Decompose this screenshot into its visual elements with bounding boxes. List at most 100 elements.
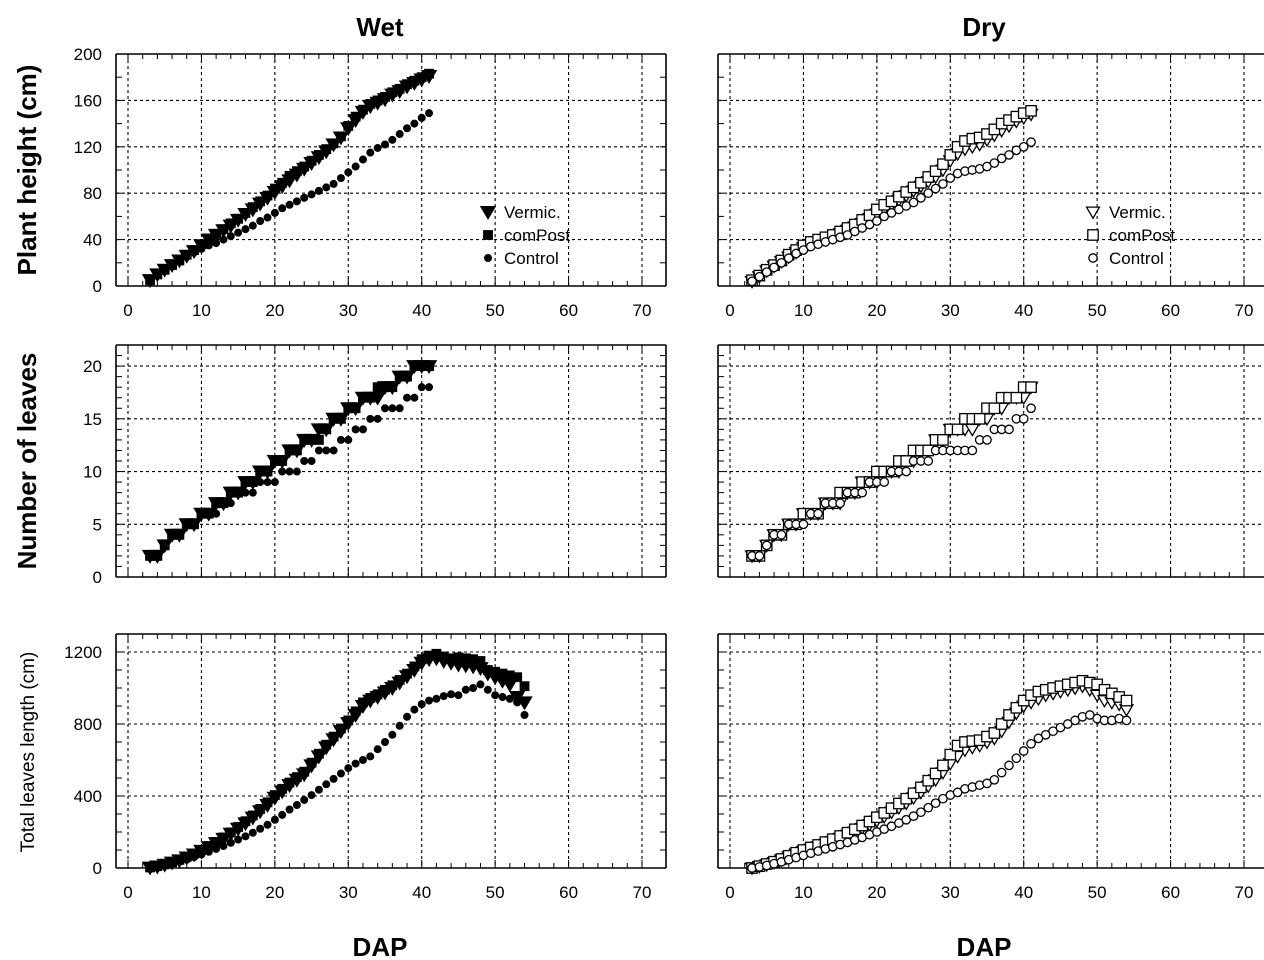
data-point bbox=[322, 446, 331, 455]
panel-wet-plant-height: 0 10 20 30 40 50 60 70 0 40 80 120 160 200 Vermic. comP… bbox=[74, 45, 667, 320]
data-point bbox=[923, 188, 934, 199]
data-point bbox=[263, 478, 272, 487]
data-point bbox=[519, 681, 530, 692]
data-point bbox=[366, 414, 375, 423]
data-point bbox=[520, 711, 529, 720]
data-point bbox=[754, 271, 765, 282]
x-tick-label: 70 bbox=[633, 883, 652, 902]
x-tick-label: 20 bbox=[867, 883, 886, 902]
data-point bbox=[358, 756, 367, 765]
data-point bbox=[937, 434, 949, 446]
panel-wet-number-of-leaves: 0 5 10 15 20 bbox=[83, 344, 667, 587]
data-point bbox=[329, 179, 338, 188]
data-point bbox=[344, 435, 353, 444]
data-point bbox=[336, 174, 345, 183]
x-tick-label: 0 bbox=[123, 301, 132, 320]
data-point bbox=[270, 815, 279, 824]
data-point bbox=[1011, 753, 1022, 764]
data-point bbox=[321, 739, 332, 750]
data-point bbox=[1026, 137, 1036, 148]
data-point bbox=[292, 801, 301, 810]
data-point bbox=[285, 200, 294, 209]
data-point bbox=[373, 414, 382, 423]
y-tick-label: 0 bbox=[93, 277, 102, 296]
data-point bbox=[306, 155, 317, 166]
data-point bbox=[761, 267, 772, 277]
data-point bbox=[1018, 746, 1029, 756]
series-compost bbox=[746, 674, 1133, 874]
series-control bbox=[146, 109, 434, 285]
x-tick-label: 20 bbox=[265, 301, 284, 320]
data-point bbox=[321, 424, 332, 435]
x-tick-label: 10 bbox=[794, 301, 813, 320]
data-point bbox=[226, 499, 235, 508]
data-point bbox=[262, 466, 273, 477]
data-point bbox=[270, 478, 279, 487]
data-point bbox=[395, 721, 404, 730]
data-point bbox=[314, 435, 324, 445]
column-title-wet: Wet bbox=[356, 12, 404, 42]
data-point bbox=[483, 685, 492, 694]
data-point bbox=[146, 863, 155, 872]
xlabel-wet: DAP bbox=[353, 932, 408, 960]
legend-marker bbox=[483, 230, 493, 240]
data-point bbox=[989, 158, 1000, 168]
data-point bbox=[322, 183, 331, 192]
data-point bbox=[190, 520, 199, 529]
data-point bbox=[218, 832, 229, 843]
data-point bbox=[402, 371, 412, 382]
data-point bbox=[447, 690, 456, 699]
data-point bbox=[204, 509, 213, 518]
data-point bbox=[908, 197, 919, 208]
xlabel-dry: DAP bbox=[957, 932, 1012, 960]
data-point bbox=[1120, 694, 1133, 707]
data-point bbox=[1004, 760, 1014, 771]
data-point bbox=[754, 551, 765, 561]
data-point bbox=[278, 810, 287, 819]
data-point bbox=[469, 684, 478, 693]
data-point bbox=[387, 680, 398, 691]
data-point bbox=[358, 425, 367, 434]
legend-marker bbox=[483, 253, 492, 262]
data-point bbox=[256, 217, 265, 226]
data-point bbox=[424, 361, 434, 371]
data-point bbox=[146, 551, 155, 560]
panel-wet-total-leaves-length: 0 10 20 30 40 50 60 70 0 400 800 1200 bbox=[64, 633, 667, 902]
y-tick-label: 5 bbox=[93, 515, 102, 534]
data-point bbox=[358, 104, 368, 115]
data-point bbox=[153, 551, 162, 560]
x-tick-label: 60 bbox=[1161, 883, 1180, 902]
x-tick-label: 40 bbox=[412, 301, 431, 320]
data-point bbox=[394, 675, 405, 685]
data-point bbox=[835, 498, 845, 509]
series-compost bbox=[145, 648, 530, 873]
data-point bbox=[1026, 738, 1036, 749]
data-point bbox=[218, 224, 229, 235]
data-point bbox=[262, 797, 273, 808]
data-point bbox=[197, 850, 206, 859]
data-point bbox=[901, 466, 912, 477]
data-point bbox=[424, 68, 434, 79]
data-point bbox=[219, 842, 228, 851]
data-point bbox=[204, 241, 213, 250]
data-point bbox=[350, 706, 361, 717]
data-point bbox=[1003, 709, 1015, 721]
legend-marker bbox=[1085, 206, 1101, 220]
x-tick-label: 20 bbox=[265, 883, 284, 902]
data-point bbox=[343, 715, 354, 726]
legend-label: Vermic. bbox=[1109, 203, 1166, 222]
data-point bbox=[212, 509, 221, 518]
data-point bbox=[373, 143, 382, 152]
x-tick-label: 0 bbox=[725, 301, 734, 320]
legend-label: Vermic. bbox=[504, 203, 561, 222]
data-point bbox=[299, 766, 310, 777]
x-tick-label: 60 bbox=[1161, 301, 1180, 320]
data-point bbox=[233, 822, 244, 832]
data-point bbox=[512, 672, 523, 683]
x-tick-label: 50 bbox=[486, 883, 505, 902]
legend-marker bbox=[479, 205, 497, 220]
data-point bbox=[233, 213, 244, 224]
data-point bbox=[410, 705, 419, 714]
data-point bbox=[989, 774, 1000, 785]
data-point bbox=[944, 149, 957, 161]
